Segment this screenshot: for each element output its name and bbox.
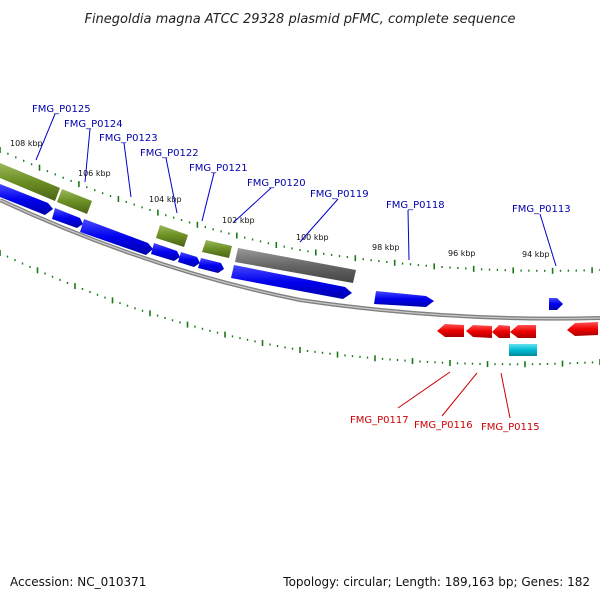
cds-forward-7	[231, 265, 352, 299]
accession-text: Accession: NC_010371	[10, 575, 146, 589]
cds-forward-8	[374, 291, 434, 307]
tick-label-106kbp: 106 kbp	[78, 169, 111, 178]
gene-label-fmg-p0118[interactable]: FMG_P0118	[386, 200, 445, 211]
inner-tick-ring	[0, 250, 600, 368]
cds-forward-3	[80, 219, 153, 255]
map-title: Finegoldia magna ATCC 29328 plasmid pFMC…	[84, 12, 515, 27]
backbone-arc	[0, 198, 600, 321]
reverse-gene-labels: FMG_P0117 FMG_P0116 FMG_P0115	[350, 415, 540, 433]
tick-label-100kbp: 100 kbp	[296, 233, 329, 242]
cds-reverse-1	[437, 324, 464, 337]
gene-label-fmg-p0125[interactable]: FMG_P0125	[32, 104, 91, 115]
olive-feature-3	[156, 225, 188, 247]
olive-feature-2	[57, 189, 92, 214]
gene-label-fmg-p0119[interactable]: FMG_P0119	[310, 189, 369, 200]
topology-summary: Topology: circular; Length: 189,163 bp; …	[282, 575, 590, 589]
cds-forward-5	[178, 252, 200, 267]
gene-label-fmg-p0115[interactable]: FMG_P0115	[481, 422, 540, 433]
gray-feature	[235, 248, 356, 283]
tick-label-108kbp: 108 kbp	[10, 139, 43, 148]
forward-cds-track	[0, 184, 563, 310]
olive-feature-track	[0, 163, 232, 258]
tick-label-98kbp: 98 kbp	[372, 243, 400, 252]
cds-forward-4	[151, 243, 180, 261]
cds-forward-9	[549, 298, 563, 310]
cds-reverse-2	[466, 325, 492, 338]
gene-label-fmg-p0113[interactable]: FMG_P0113	[512, 204, 571, 215]
gene-label-fmg-p0123[interactable]: FMG_P0123	[99, 133, 158, 144]
gene-label-fmg-p0121[interactable]: FMG_P0121	[189, 163, 248, 174]
scale-ticks: 108 kbp 106 kbp 104 kbp 102 kbp 100 kbp …	[10, 139, 550, 259]
tick-label-104kbp: 104 kbp	[149, 195, 182, 204]
gene-label-fmg-p0124[interactable]: FMG_P0124	[64, 119, 123, 130]
olive-feature-1	[0, 163, 60, 201]
tick-label-102kbp: 102 kbp	[222, 216, 255, 225]
cds-forward-2	[52, 208, 83, 228]
reverse-cds-track	[437, 322, 598, 338]
cds-reverse-4	[510, 325, 536, 338]
cyan-feature	[509, 344, 537, 356]
gene-label-fmg-p0120[interactable]: FMG_P0120	[247, 178, 306, 189]
forward-gene-callouts	[35, 113, 557, 267]
cds-forward-6	[198, 258, 224, 273]
tick-label-96kbp: 96 kbp	[448, 249, 476, 258]
cds-forward-1	[0, 184, 53, 215]
gene-label-fmg-p0122[interactable]: FMG_P0122	[140, 148, 199, 159]
forward-gene-labels: FMG_P0125 FMG_P0124 FMG_P0123 FMG_P0122 …	[32, 104, 571, 215]
gene-label-fmg-p0116[interactable]: FMG_P0116	[414, 420, 473, 431]
cds-reverse-5	[567, 322, 598, 336]
outer-tick-ring	[0, 147, 600, 274]
cds-reverse-3	[492, 325, 510, 338]
olive-feature-4	[202, 240, 232, 258]
reverse-gene-callouts	[397, 371, 511, 419]
tick-label-94kbp: 94 kbp	[522, 250, 550, 259]
gene-label-fmg-p0117[interactable]: FMG_P0117	[350, 415, 409, 426]
